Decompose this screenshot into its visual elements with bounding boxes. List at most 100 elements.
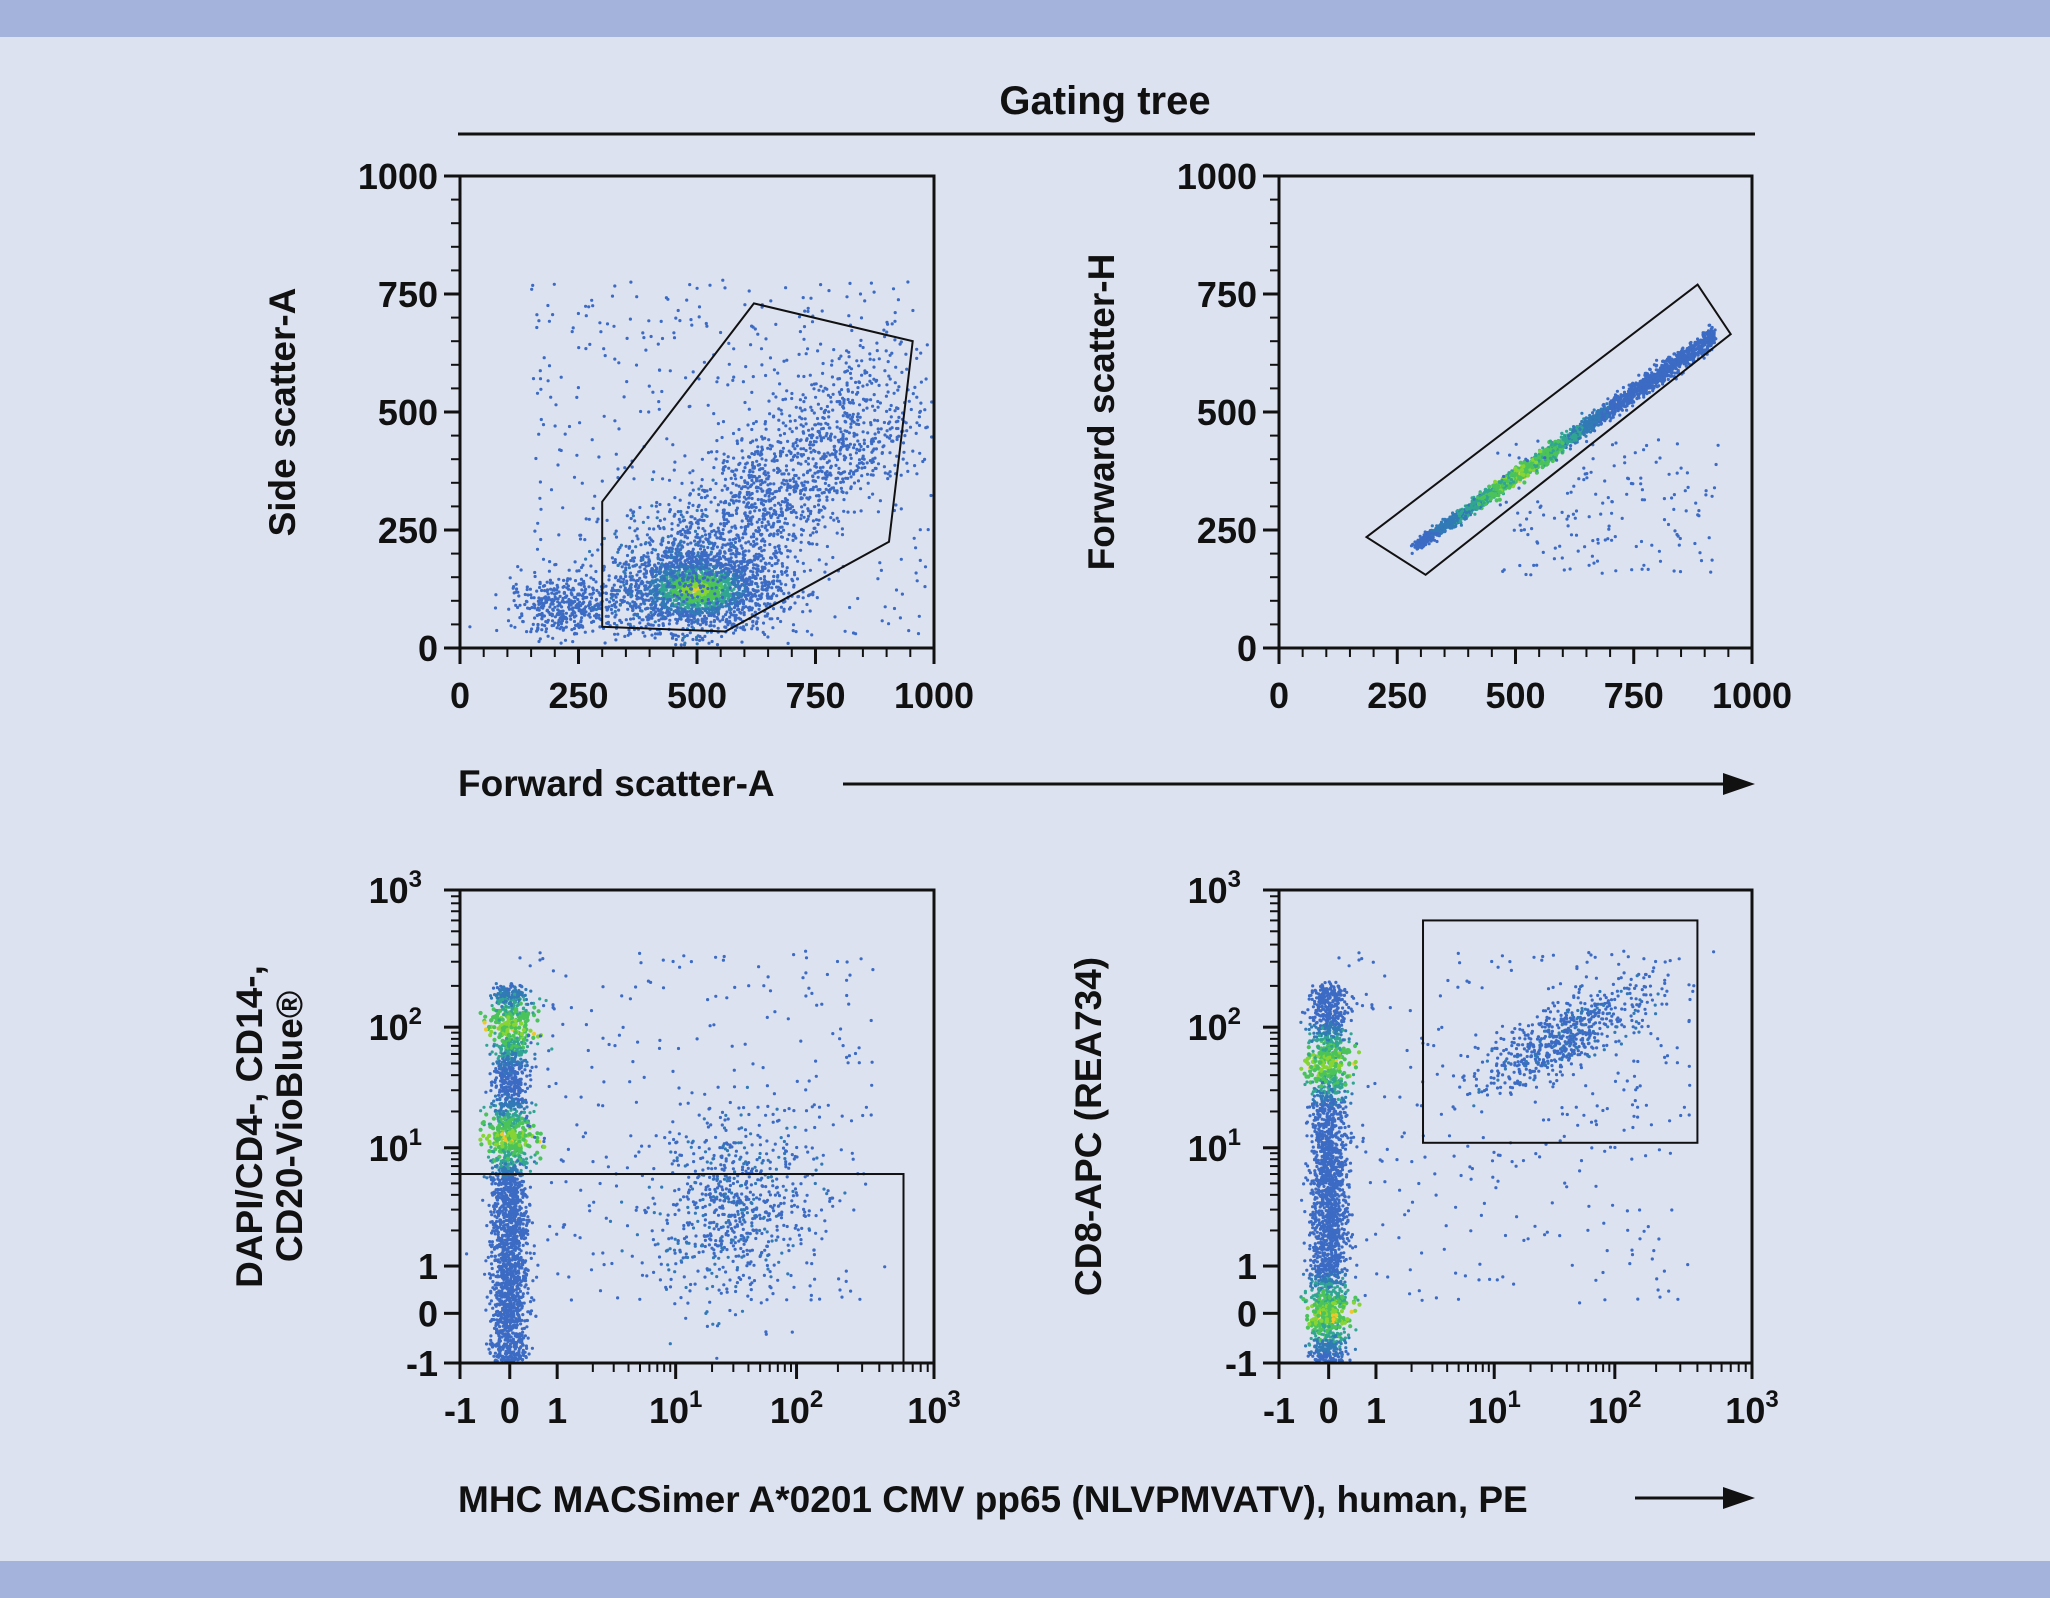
event-dot xyxy=(529,630,533,634)
event-dot xyxy=(728,594,732,598)
event-dot xyxy=(888,407,892,412)
event-dot xyxy=(629,632,633,636)
event-dot xyxy=(680,593,684,597)
event-dot xyxy=(812,485,816,489)
event-dot xyxy=(750,478,754,482)
event-dot xyxy=(745,566,749,570)
event-dot xyxy=(756,497,760,502)
event-dot xyxy=(630,539,635,543)
event-dot xyxy=(743,466,747,470)
event-dot xyxy=(753,509,757,513)
event-dot xyxy=(752,452,757,456)
event-dot xyxy=(670,547,675,551)
event-dot xyxy=(706,601,710,605)
event-dot xyxy=(746,482,750,486)
event-dot xyxy=(855,359,859,363)
event-dot xyxy=(641,558,645,562)
event-dot xyxy=(780,535,785,539)
event-dot xyxy=(706,598,710,602)
event-dot xyxy=(709,623,713,628)
event-dot xyxy=(747,505,751,510)
event-dot xyxy=(706,586,710,591)
event-dot xyxy=(741,380,746,384)
event-dot xyxy=(668,369,672,373)
event-dot xyxy=(817,431,822,435)
event-dot xyxy=(674,643,678,647)
event-dot xyxy=(802,473,806,477)
event-dot xyxy=(597,455,601,459)
event-dot xyxy=(614,529,618,533)
event-dot xyxy=(743,485,747,489)
event-dot xyxy=(784,464,789,468)
event-dot xyxy=(720,435,724,440)
event-dot xyxy=(715,597,719,601)
event-dot xyxy=(719,602,723,607)
event-dot xyxy=(711,578,715,582)
event-dot xyxy=(790,391,794,396)
event-dot xyxy=(642,336,646,340)
event-dot xyxy=(708,535,712,539)
event-dot xyxy=(861,456,865,460)
event-dot xyxy=(863,465,867,470)
event-dot xyxy=(678,573,682,577)
event-dot xyxy=(573,596,577,600)
event-dot xyxy=(716,526,720,530)
event-dot xyxy=(562,584,566,589)
event-dot xyxy=(779,582,783,586)
event-dot xyxy=(584,314,588,318)
event-dot xyxy=(782,359,786,363)
event-dot xyxy=(567,603,572,607)
event-dot xyxy=(617,589,622,593)
event-dot xyxy=(767,399,771,403)
event-dot xyxy=(743,525,747,529)
event-dot xyxy=(760,457,764,461)
event-dot xyxy=(715,509,719,513)
event-dot xyxy=(548,560,552,564)
event-dot xyxy=(803,503,807,507)
event-dot xyxy=(834,463,838,467)
event-dot xyxy=(751,619,755,624)
event-dot xyxy=(818,466,823,470)
event-dot xyxy=(831,498,835,502)
event-dot xyxy=(756,332,760,336)
event-dot xyxy=(841,396,845,400)
event-dot xyxy=(617,547,621,552)
event-dot xyxy=(750,496,754,501)
event-dot xyxy=(715,380,719,384)
event-dot xyxy=(812,443,816,447)
event-dot xyxy=(845,491,849,495)
event-dot xyxy=(695,577,699,581)
x-tick-label: 1000 xyxy=(894,675,974,716)
event-dot xyxy=(744,605,748,609)
event-dot xyxy=(833,444,837,448)
event-dot xyxy=(669,556,673,560)
event-dot xyxy=(741,627,745,631)
event-dot xyxy=(748,606,752,611)
event-dot xyxy=(859,338,863,342)
event-dot xyxy=(539,507,543,511)
event-dot xyxy=(866,481,870,485)
event-dot xyxy=(792,583,796,587)
event-dot xyxy=(679,539,683,543)
event-dot xyxy=(739,525,743,529)
event-dot xyxy=(512,591,516,595)
event-dot xyxy=(772,570,777,574)
event-dot xyxy=(866,431,870,435)
event-dot xyxy=(751,624,755,628)
event-dot xyxy=(523,592,527,597)
event-dot xyxy=(546,303,550,308)
event-dot xyxy=(762,548,766,552)
event-dot xyxy=(788,492,792,496)
event-dot xyxy=(674,637,678,642)
event-dot xyxy=(800,505,804,509)
event-dot xyxy=(822,452,826,456)
event-dot xyxy=(706,578,710,582)
event-dot xyxy=(675,565,679,569)
event-dot xyxy=(767,585,771,589)
event-dot xyxy=(681,563,685,567)
event-dot xyxy=(565,594,569,598)
event-dot xyxy=(793,601,797,605)
event-dot xyxy=(759,467,763,471)
event-dot xyxy=(791,629,795,633)
event-dot xyxy=(536,606,540,610)
